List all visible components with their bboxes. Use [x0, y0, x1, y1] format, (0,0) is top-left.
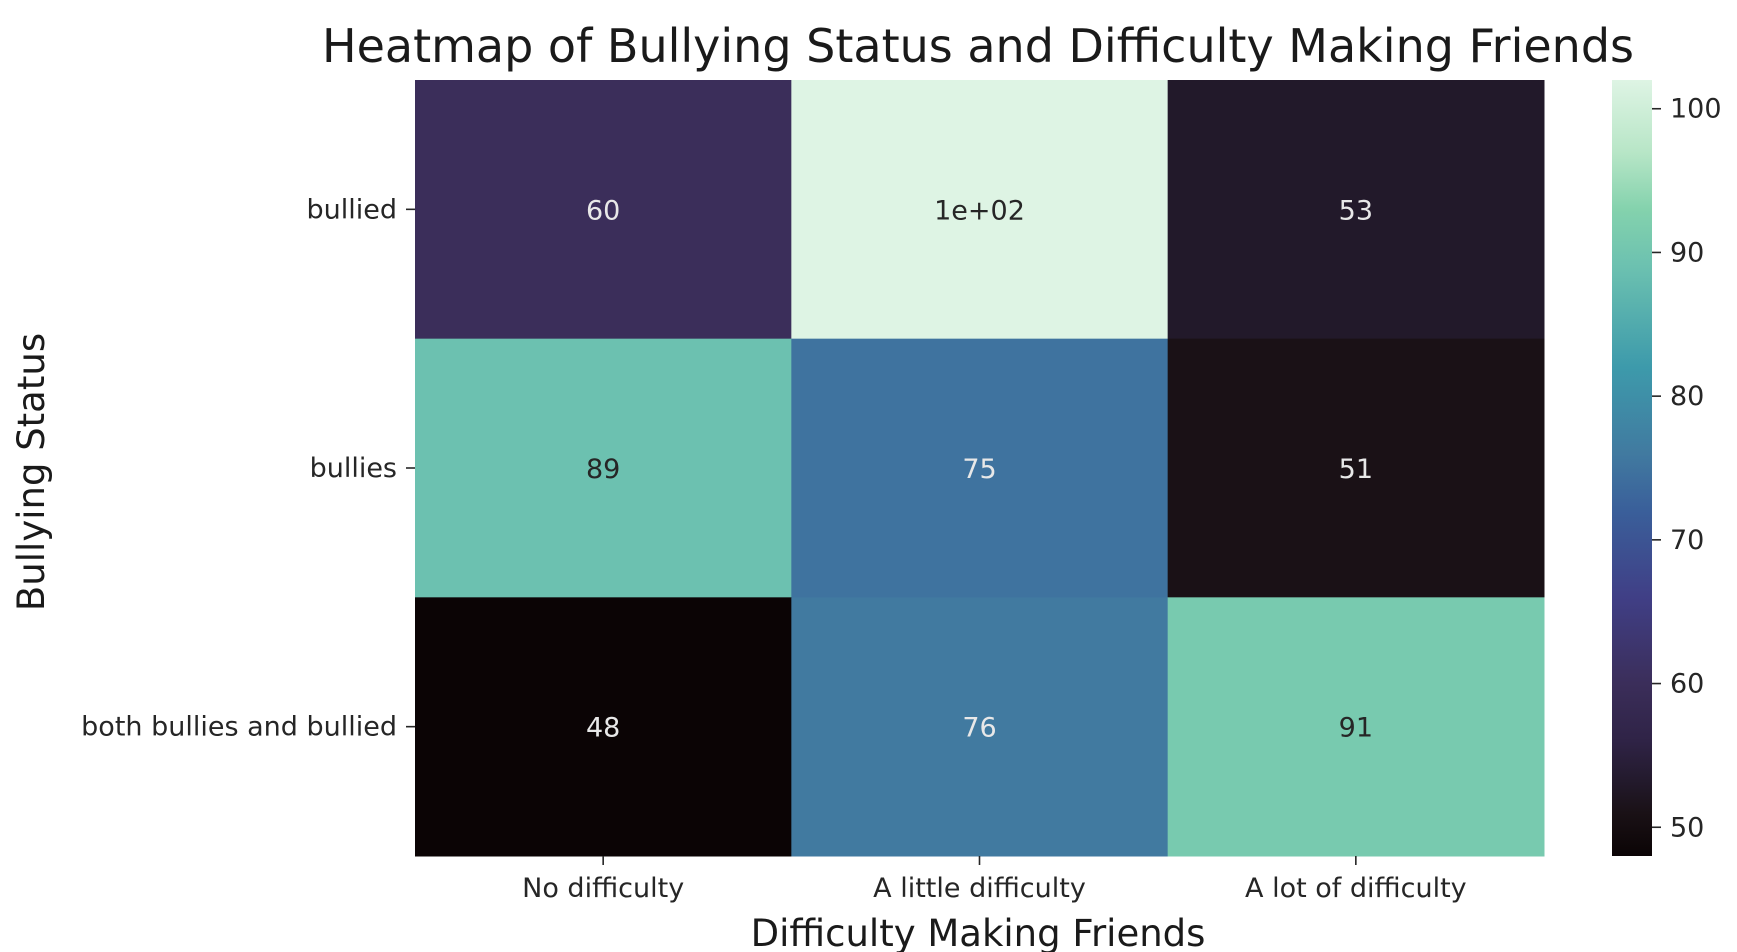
cell-annotation: 1e+02	[934, 195, 1025, 226]
cell-annotation: 48	[586, 713, 620, 744]
x-tick-label: A little difficulty	[873, 873, 1086, 904]
heatmap-cell	[791, 80, 1169, 340]
cell-annotation: 89	[586, 454, 620, 485]
heatmap-cell	[1167, 80, 1545, 340]
x-axis-ticks: No difficulty A little difficulty A lot of…	[522, 856, 1467, 904]
heatmap-cell	[1167, 338, 1545, 598]
x-axis-label: Difficulty Making Friends	[751, 912, 1206, 952]
y-axis-label: Bullying Status	[10, 333, 53, 611]
heatmap-annotations: 60 1e+02 53 89 75 51 48 76 91	[586, 195, 1373, 743]
x-tick-label: No difficulty	[522, 873, 684, 904]
y-tick-label: bullied	[306, 194, 397, 225]
x-tick-label: A lot of difficulty	[1245, 873, 1467, 904]
cell-annotation: 60	[586, 195, 620, 226]
cell-annotation: 51	[1339, 454, 1373, 485]
colorbar-tick-label: 50	[1670, 812, 1704, 843]
cell-annotation: 53	[1339, 195, 1373, 226]
y-tick-label: both bullies and bullied	[81, 712, 397, 743]
colorbar	[1612, 80, 1652, 856]
colorbar-tick-label: 70	[1670, 525, 1704, 556]
heatmap-cell	[791, 338, 1169, 598]
colorbar-tick-label: 90	[1670, 237, 1704, 268]
y-tick-label: bullies	[310, 453, 397, 484]
colorbar-tick-label: 60	[1670, 669, 1704, 700]
y-axis-ticks: bullied bullies both bullies and bullied	[81, 194, 415, 743]
colorbar-ticks: 50 60 70 80 90 100	[1652, 94, 1722, 843]
heatmap-cell	[415, 597, 792, 857]
cell-annotation: 76	[962, 713, 996, 744]
chart-title: Heatmap of Bullying Status and Difficult…	[322, 19, 1634, 73]
colorbar-tick-label: 80	[1670, 381, 1704, 412]
colorbar-tick-label: 100	[1670, 94, 1722, 125]
heatmap-cell	[415, 80, 792, 340]
heatmap-cell	[415, 338, 792, 598]
heatmap-cell	[791, 597, 1169, 857]
heatmap-cells	[415, 80, 1545, 857]
cell-annotation: 91	[1339, 713, 1373, 744]
heatmap-cell	[1167, 597, 1545, 857]
cell-annotation: 75	[962, 454, 996, 485]
